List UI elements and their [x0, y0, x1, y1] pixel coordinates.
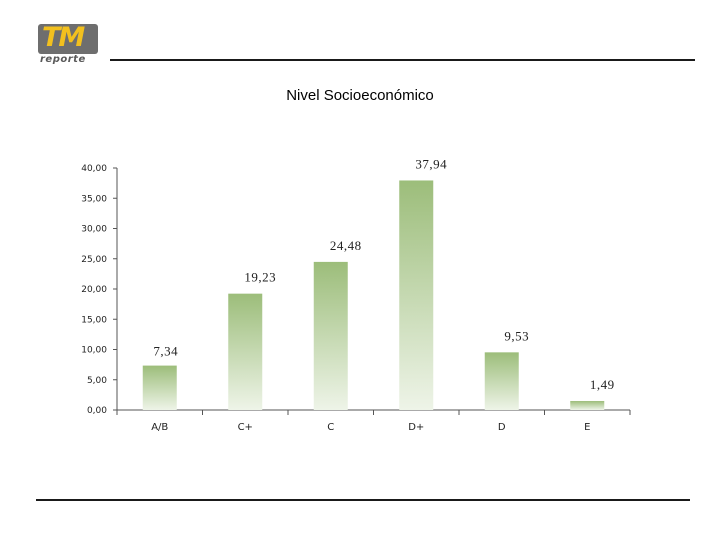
logo-mark: TM [42, 22, 85, 53]
x-tick-label: D [498, 422, 506, 433]
data-label: 1,49 [590, 377, 615, 392]
y-tick-label: 40,00 [81, 164, 107, 174]
bar-C [313, 261, 348, 410]
bars [142, 180, 605, 410]
y-tick-label: 15,00 [81, 315, 107, 325]
bar-A/B [142, 365, 177, 410]
y-tick-label: 0,00 [87, 406, 107, 416]
bar-D+ [399, 180, 434, 410]
y-tick-label: 25,00 [81, 255, 107, 265]
bottom-divider [36, 499, 690, 501]
y-axis: 0,00 5,00 10,00 15,00 20,00 25,00 30,00 35,00 40… [81, 164, 118, 416]
y-tick-label: 20,00 [81, 285, 107, 295]
x-tick-label: A/B [151, 422, 168, 433]
tm-reporte-logo: TM reporte [38, 22, 100, 70]
y-tick-label: 10,00 [81, 346, 107, 356]
x-tick-label: E [584, 422, 590, 433]
bar-C+ [228, 293, 263, 410]
x-axis: A/B C+ C D+ D E [116, 409, 631, 433]
data-label: 9,53 [504, 328, 529, 343]
y-tick-label: 30,00 [81, 225, 107, 235]
top-divider [110, 59, 695, 61]
chart-title: Nivel Socioeconómico [286, 87, 434, 104]
x-tick-label: C+ [238, 422, 253, 433]
data-label: 37,94 [415, 156, 447, 171]
logo-subtitle: reporte [40, 54, 86, 65]
bar-D [484, 352, 519, 410]
data-label: 19,23 [244, 270, 276, 285]
x-tick-label: D+ [408, 422, 424, 433]
y-tick-label: 5,00 [87, 376, 107, 386]
data-label: 7,34 [153, 344, 178, 359]
y-tick-label: 35,00 [81, 194, 107, 204]
data-label: 24,48 [330, 238, 362, 253]
x-tick-label: C [327, 422, 334, 433]
bar-E [570, 400, 605, 410]
logo-badge [38, 24, 98, 54]
data-labels: 7,34 19,23 24,48 37,94 9,53 1,49 [153, 156, 614, 392]
